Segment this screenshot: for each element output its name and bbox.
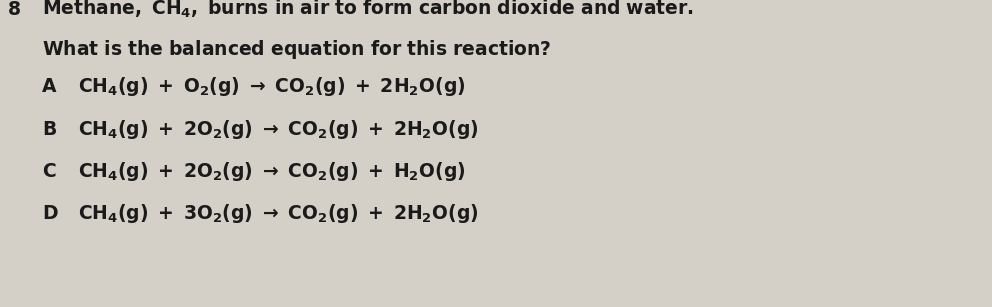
- Text: C: C: [42, 162, 56, 181]
- Text: 8: 8: [8, 0, 21, 19]
- Text: A: A: [42, 77, 57, 96]
- Text: B: B: [42, 120, 57, 139]
- Text: $\mathbf{Methane,\ CH_4,\ burns\ in\ air\ to\ form\ carbon\ dioxide\ and\ water.: $\mathbf{Methane,\ CH_4,\ burns\ in\ air…: [42, 0, 694, 20]
- Text: $\mathbf{CH_4(g)\ +\ 2O_2(g)\ \rightarrow\ CO_2(g)\ +\ 2H_2O(g)}$: $\mathbf{CH_4(g)\ +\ 2O_2(g)\ \rightarro…: [78, 118, 478, 141]
- Text: $\mathbf{CH_4(g)\ +\ 2O_2(g)\ \rightarrow\ CO_2(g)\ +\ H_2O(g)}$: $\mathbf{CH_4(g)\ +\ 2O_2(g)\ \rightarro…: [78, 160, 465, 183]
- Text: $\mathbf{What\ is\ the\ balanced\ equation\ for\ this\ reaction?}$: $\mathbf{What\ is\ the\ balanced\ equati…: [42, 38, 552, 61]
- Text: $\mathbf{CH_4(g)\ +\ 3O_2(g)\ \rightarrow\ CO_2(g)\ +\ 2H_2O(g)}$: $\mathbf{CH_4(g)\ +\ 3O_2(g)\ \rightarro…: [78, 202, 478, 225]
- Text: $\mathbf{CH_4(g)\ +\ O_2(g)\ \rightarrow\ CO_2(g)\ +\ 2H_2O(g)}$: $\mathbf{CH_4(g)\ +\ O_2(g)\ \rightarrow…: [78, 75, 465, 98]
- Text: D: D: [42, 204, 58, 223]
